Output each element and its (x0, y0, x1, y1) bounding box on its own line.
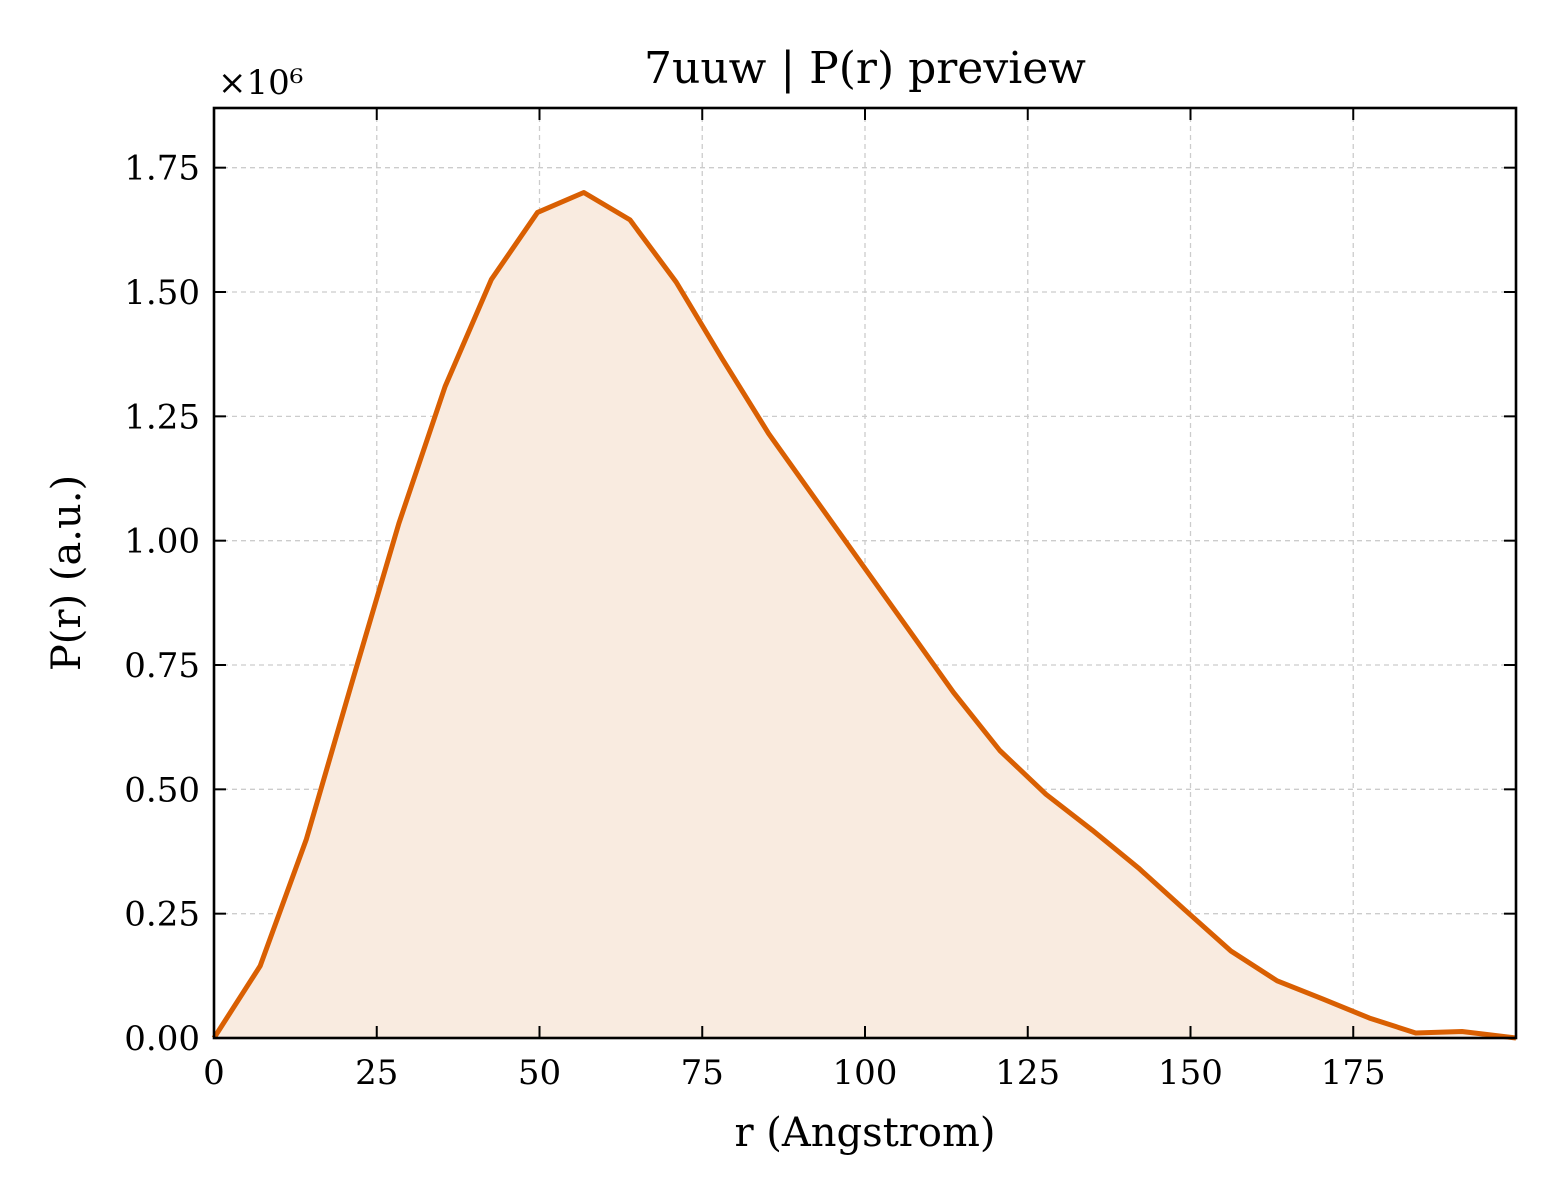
x-tick-label: 100 (833, 1053, 898, 1093)
y-tick-label: 1.00 (124, 522, 200, 562)
pr-series-line (211, 190, 1517, 1041)
y-tick-label: 0.50 (124, 770, 200, 810)
pr-area-fill (214, 192, 1516, 1038)
x-tick-label: 175 (1321, 1053, 1386, 1093)
plot-frame (212, 106, 1518, 1040)
y-tick-label: 1.50 (124, 273, 200, 313)
y-tick-label: 0.25 (124, 895, 200, 935)
y-tick-label: 0.00 (124, 1019, 200, 1059)
x-tick-label: 25 (355, 1053, 398, 1093)
y-tick-label: 1.25 (124, 397, 200, 437)
y-axis-label: P(r) (a.u.) (44, 475, 90, 671)
x-tick-label: 50 (518, 1053, 561, 1093)
x-tick-label: 150 (1158, 1053, 1223, 1093)
x-tick-label: 75 (681, 1053, 724, 1093)
chart-title: 7uuw | P(r) preview (644, 43, 1086, 94)
x-tick-label: 0 (203, 1053, 225, 1093)
tick-labels: 0 25 50 75 100 125 150 175 0.00 0.25 0.50 0.75 1.00 1… (124, 149, 1385, 1093)
x-axis-label: r (Angstrom) (734, 1110, 995, 1156)
y-tick-label: 0.75 (124, 646, 200, 686)
x-tick-label: 125 (995, 1053, 1060, 1093)
y-offset-label: ×10⁶ (218, 63, 303, 103)
y-tick-label: 1.75 (124, 149, 200, 189)
